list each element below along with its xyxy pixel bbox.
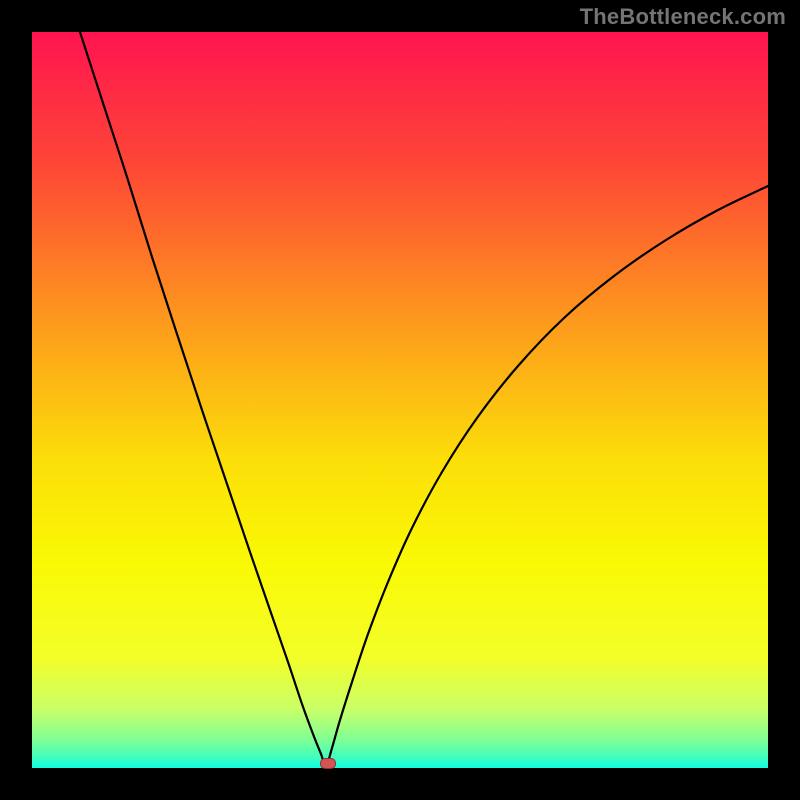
vertex-marker [320,758,336,769]
watermark-text: TheBottleneck.com [580,4,786,30]
bottleneck-curve [80,32,768,766]
curve-overlay [32,32,768,768]
chart-canvas: TheBottleneck.com [0,0,800,800]
plot-area [32,32,768,768]
